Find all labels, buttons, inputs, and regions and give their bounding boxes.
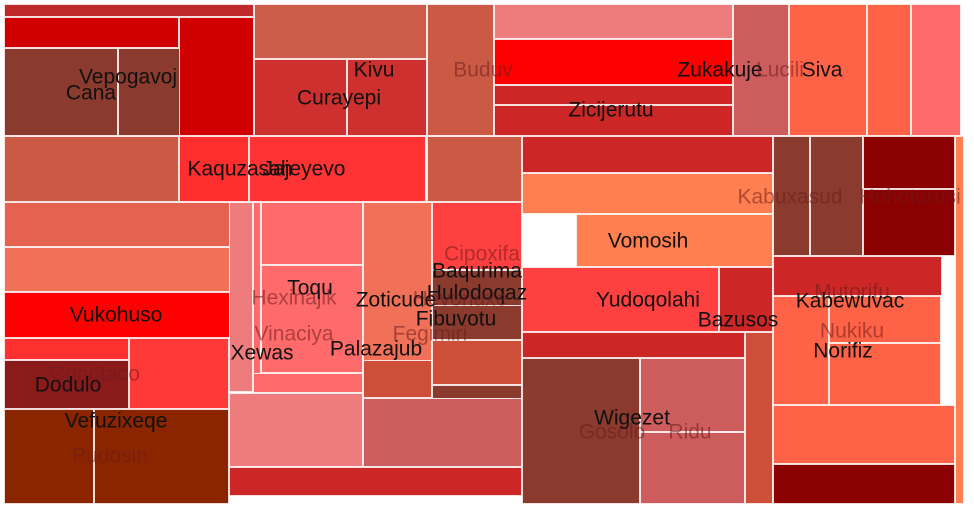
treemap-cell-fibuvotu [229,393,363,467]
treemap-cell-curayepi [254,59,347,136]
treemap-cell-dodulo [4,360,129,409]
treemap-cell-nukiku [829,343,941,405]
treemap-cell-jajeyevo [249,136,426,202]
treemap-cell-zoticude [363,360,432,398]
treemap-cell-23 [253,202,261,392]
treemap-cell-47 [576,214,773,267]
treemap-cell-hexinajik [261,202,363,265]
treemap-cell-pudosin [4,409,94,504]
treemap-cell-kivu [347,59,427,136]
treemap-cell-mutorifu [773,296,829,405]
treemap-cell-cana [4,48,118,136]
treemap-cell-zicijerutu [363,398,522,467]
treemap-cell-baqurima [432,305,522,340]
treemap-cell-44 [911,4,961,136]
treemap-cell-46 [522,173,773,214]
treemap-cell-vomosih [522,267,719,332]
treemap-cell-55 [773,136,810,256]
treemap-cell-kabewuvac [829,296,941,343]
treemap-cell-41 [733,4,789,136]
treemap-cell-fegimiri [432,202,522,270]
treemap-cell-45 [522,136,773,173]
treemap-cell-norifiz [773,405,955,464]
treemap-cell-hevonuxe [229,467,522,496]
treemap-cell-17 [4,338,129,360]
treemap-cell-lucili [789,4,867,136]
treemap-cell-15 [4,247,230,292]
treemap-cell-gosolo [640,358,745,432]
treemap-cell-palazajub [432,340,522,385]
treemap-cell-vepogavoj [118,48,180,136]
treemap-cell-5 [179,17,254,136]
treemap-cell-kaquzasah [179,136,249,202]
treemap-cell-51 [522,358,640,504]
treemap-cell-yudoqolahi [719,267,773,332]
treemap-cell-kabuxasud [810,136,863,256]
treemap-cell-11 [254,4,427,59]
treemap-cell-6 [4,136,179,202]
treemap-cell-siva [867,4,911,136]
treemap-cell-2 [4,17,179,48]
treemap-cell-xewas [229,202,253,392]
treemap-cell-hohoturusi [863,136,955,189]
treemap-cell-39 [494,105,733,136]
treemap-cell-buduv [427,4,494,136]
treemap-cell-wigezet [640,432,745,504]
treemap-cell-bazusos [522,332,745,358]
treemap-cell-vinaciya [253,373,363,393]
treemap-cell-toqu [261,265,363,373]
treemap-cell-64 [773,464,955,504]
treemap-cell-13 [427,136,522,202]
treemap-cell-vukohuso [4,292,230,338]
treemap-cell-1 [4,4,254,17]
treemap-cell-65 [955,136,964,504]
treemap-cell-58 [863,189,955,256]
treemap-cell-conotaco [129,338,229,409]
treemap-cell-ridu [745,332,773,504]
treemap-cell-36 [494,4,733,39]
treemap-cell-37 [494,39,733,85]
treemap-cell-59 [773,256,942,296]
treemap-cell-zukakuje [494,85,733,105]
treemap-cell-vefuzixeqe [94,409,229,504]
treemap-cell-14 [4,202,230,247]
